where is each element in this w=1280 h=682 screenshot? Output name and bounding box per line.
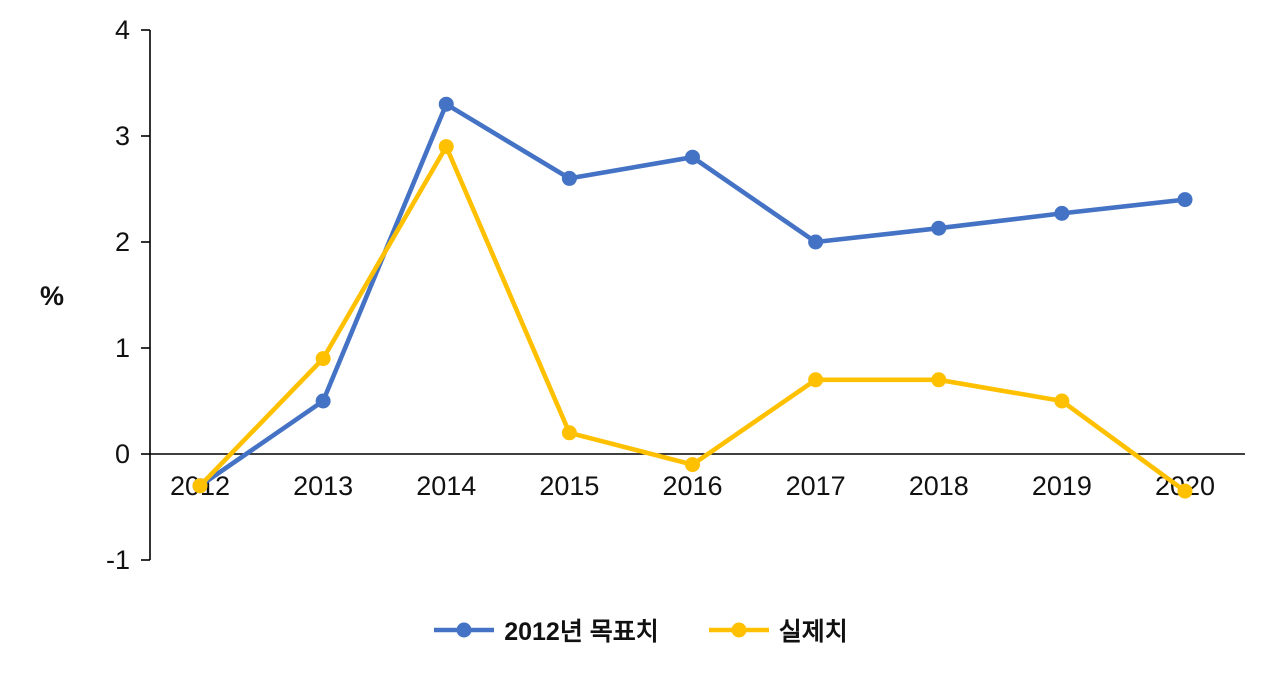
y-tick-label: -1 — [106, 545, 130, 575]
data-point-marker — [931, 220, 947, 236]
y-tick-label: 4 — [115, 15, 130, 45]
data-point-marker — [561, 170, 577, 186]
data-point-marker — [192, 478, 208, 494]
data-point-marker — [1177, 192, 1193, 208]
x-tick-label: 2019 — [1032, 471, 1092, 501]
data-point-marker — [1054, 205, 1070, 221]
legend-marker-target-icon — [432, 621, 496, 639]
data-point-marker — [1177, 483, 1193, 499]
y-tick-label: 3 — [115, 121, 130, 151]
data-point-marker — [438, 96, 454, 112]
y-axis-label: % — [40, 281, 65, 311]
series-line-1 — [197, 144, 1188, 494]
legend-item-target: 2012년 목표치 — [432, 612, 659, 648]
y-tick-label: 1 — [115, 333, 130, 363]
x-tick-label: 2016 — [662, 471, 722, 501]
y-tick-label: 2 — [115, 227, 130, 257]
data-point-marker — [315, 393, 331, 409]
data-point-marker — [315, 351, 331, 367]
x-tick-label: 2015 — [539, 471, 599, 501]
y-tick-label: 0 — [115, 439, 130, 469]
data-point-marker — [685, 457, 700, 473]
data-point-marker — [685, 149, 700, 165]
legend-marker-actual-icon — [707, 621, 771, 639]
data-point-marker — [931, 372, 947, 388]
x-tick-label: 2017 — [786, 471, 846, 501]
legend-label-target: 2012년 목표치 — [504, 618, 659, 646]
data-point-marker — [808, 234, 824, 250]
chart-legend: 2012년 목표치 실제치 — [0, 612, 1280, 648]
x-tick-label: 2018 — [909, 471, 969, 501]
data-point-marker — [808, 372, 824, 388]
legend-label-actual: 실제치 — [778, 618, 848, 646]
data-point-marker — [1054, 393, 1070, 409]
legend-item-actual: 실제치 — [707, 612, 848, 648]
data-point-marker — [561, 425, 577, 441]
x-tick-label: 2014 — [416, 471, 476, 501]
data-point-marker — [438, 139, 454, 155]
x-tick-label: 2013 — [293, 471, 353, 501]
